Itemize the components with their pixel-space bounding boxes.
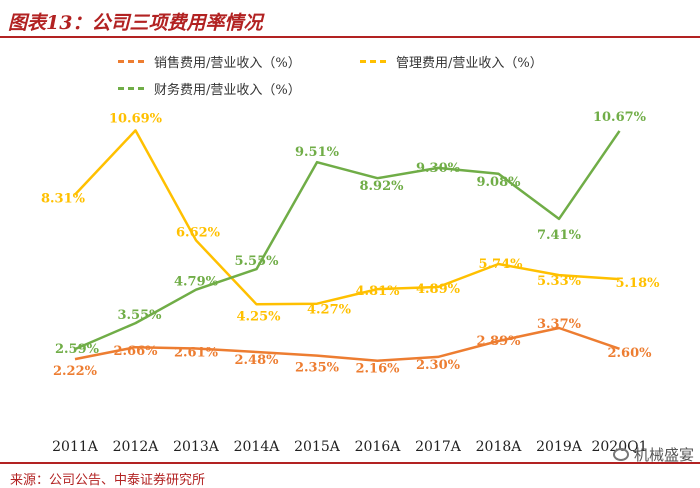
x-tick-label: 2020Q1: [591, 439, 647, 455]
x-tick-label: 2016A: [355, 439, 402, 455]
x-tick-label: 2019A: [536, 439, 583, 455]
data-label-admin: 5.18%: [615, 276, 660, 291]
data-label-admin: 5.33%: [537, 274, 582, 289]
data-label-admin: 10.69%: [109, 111, 163, 126]
figure-title: 图表13：公司三项费用率情况: [8, 12, 263, 34]
series-line-finance: [74, 130, 621, 351]
legend-label-finance: 财务费用/营业收入（%）: [154, 83, 301, 98]
legend-item-admin: 管理费用/营业收入（%）: [360, 52, 543, 71]
legend-swatch-admin: [360, 60, 386, 63]
wechat-icon: [612, 448, 629, 461]
figure-footer: 来源：公司公告、中泰证券研究所: [0, 462, 700, 488]
figure-header: 图表13：公司三项费用率情况: [0, 0, 700, 38]
data-label-finance: 3.55%: [117, 308, 162, 323]
data-label-finance: 9.08%: [476, 175, 521, 190]
series-line-admin: [74, 129, 620, 306]
data-label-selling: 2.66%: [113, 344, 158, 359]
x-tick-label: 2012A: [113, 439, 160, 455]
data-label-selling: 2.22%: [53, 364, 98, 379]
data-label-selling: 2.61%: [174, 346, 219, 361]
data-label-finance: 4.79%: [174, 275, 219, 290]
data-label-selling: 3.37%: [537, 317, 582, 332]
series-line-selling: [74, 326, 620, 362]
data-label-selling: 2.48%: [234, 353, 279, 368]
data-label-finance: 8.92%: [359, 179, 404, 194]
data-label-admin: 6.62%: [176, 225, 221, 240]
x-tick-label: 2015A: [294, 439, 341, 455]
data-label-selling: 2.60%: [607, 346, 652, 361]
data-label-finance: 5.55%: [234, 254, 279, 269]
data-label-finance: 9.30%: [416, 161, 461, 176]
legend-item-finance: 财务费用/营业收入（%）: [118, 79, 301, 98]
watermark: 机械盛宴: [612, 444, 694, 465]
x-tick-label: 2011A: [52, 439, 99, 455]
data-label-admin: 5.74%: [478, 257, 523, 272]
data-label-selling: 2.30%: [416, 358, 461, 373]
data-label-admin: 4.27%: [307, 303, 352, 318]
x-tick-label: 2017A: [415, 439, 462, 455]
legend-item-selling: 销售费用/营业收入（%）: [118, 52, 301, 71]
data-label-selling: 2.89%: [476, 334, 521, 349]
data-label-finance: 9.51%: [295, 145, 340, 160]
data-label-selling: 2.16%: [355, 362, 400, 377]
data-label-admin: 4.81%: [355, 284, 400, 299]
legend-label-admin: 管理费用/营业收入（%）: [396, 56, 543, 71]
x-tick-label: 2018A: [476, 439, 523, 455]
data-label-admin: 4.89%: [416, 282, 461, 297]
x-tick-label: 2014A: [234, 439, 281, 455]
data-label-admin: 8.31%: [41, 192, 86, 207]
watermark-text: 机械盛宴: [633, 446, 694, 464]
data-label-finance: 10.67%: [593, 110, 647, 125]
data-label-selling: 2.35%: [295, 361, 340, 376]
legend-swatch-selling: [118, 60, 144, 63]
source-note: 来源：公司公告、中泰证券研究所: [10, 473, 206, 488]
legend-swatch-finance: [118, 87, 144, 90]
data-label-finance: 7.41%: [537, 228, 582, 243]
data-label-admin: 4.25%: [236, 309, 281, 324]
x-tick-label: 2013A: [173, 439, 220, 455]
data-label-finance: 2.59%: [55, 342, 100, 357]
legend-label-selling: 销售费用/营业收入（%）: [154, 56, 301, 71]
